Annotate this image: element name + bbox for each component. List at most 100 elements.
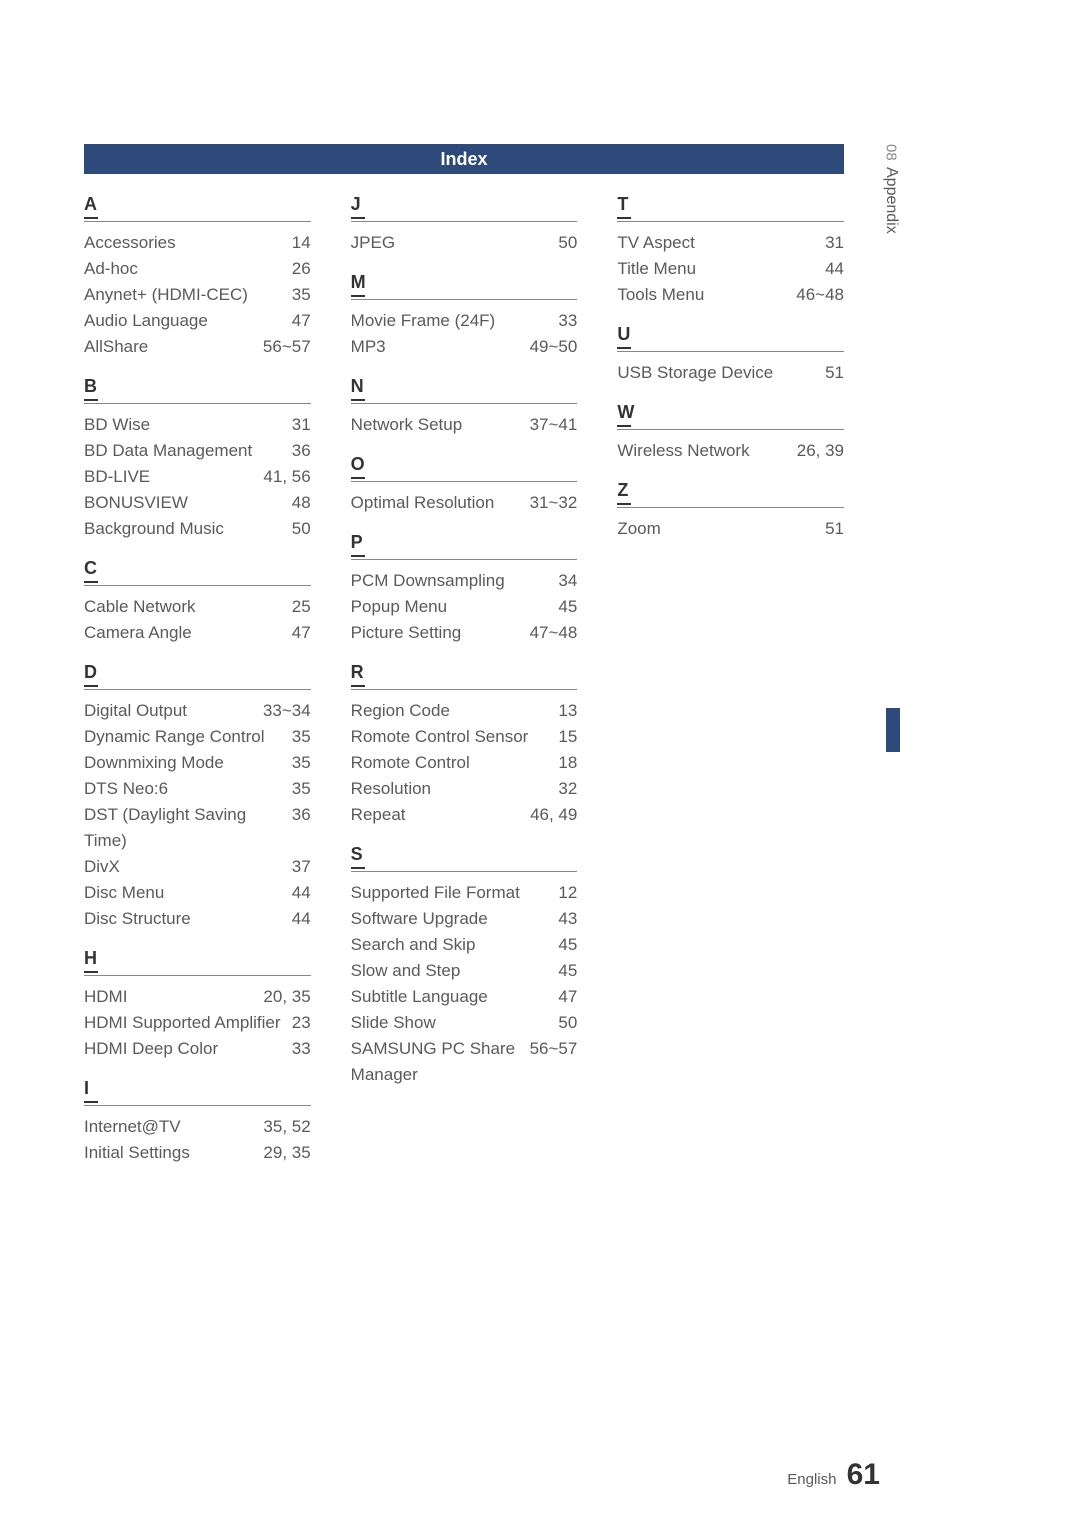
index-entry: Movie Frame (24F)33	[351, 308, 578, 334]
index-entry-pages: 50	[558, 230, 577, 256]
index-entry-label: JPEG	[351, 230, 559, 256]
index-entry-label: Digital Output	[84, 698, 263, 724]
index-entry-pages: 35	[292, 724, 311, 750]
index-entry-pages: 46~48	[796, 282, 844, 308]
index-entry-label: Title Menu	[617, 256, 825, 282]
index-entry: PCM Downsampling34	[351, 568, 578, 594]
index-entry-pages: 33	[292, 1036, 311, 1062]
index-entry: DivX37	[84, 854, 311, 880]
index-section-letter: A	[84, 194, 311, 215]
index-entry: Zoom51	[617, 516, 844, 542]
index-section-letter: W	[617, 402, 844, 423]
index-entry-pages: 34	[558, 568, 577, 594]
index-entry-pages: 56~57	[530, 1036, 578, 1088]
index-entry: Title Menu44	[617, 256, 844, 282]
index-entry: Slow and Step45	[351, 958, 578, 984]
section-full-rule	[84, 221, 311, 222]
index-entry-label: Anynet+ (HDMI-CEC)	[84, 282, 292, 308]
index-entry-label: Network Setup	[351, 412, 530, 438]
index-entry-label: Camera Angle	[84, 620, 292, 646]
index-entry-label: BD Data Management	[84, 438, 292, 464]
index-entry-pages: 51	[825, 516, 844, 542]
index-entry-label: Resolution	[351, 776, 559, 802]
index-entry-label: USB Storage Device	[617, 360, 825, 386]
index-entry-label: Popup Menu	[351, 594, 559, 620]
index-entry-label: Movie Frame (24F)	[351, 308, 559, 334]
section-short-rule	[84, 971, 98, 973]
section-full-rule	[617, 429, 844, 430]
index-entry: Downmixing Mode35	[84, 750, 311, 776]
index-entry-pages: 35	[292, 776, 311, 802]
index-entry-label: Picture Setting	[351, 620, 530, 646]
index-entry-pages: 25	[292, 594, 311, 620]
index-entry: HDMI Supported Amplifier23	[84, 1010, 311, 1036]
index-entry-label: BD Wise	[84, 412, 292, 438]
index-section-letter: O	[351, 454, 578, 475]
index-entry-label: Initial Settings	[84, 1140, 263, 1166]
index-entry: Camera Angle47	[84, 620, 311, 646]
index-entry-pages: 43	[558, 906, 577, 932]
index-entry: Network Setup37~41	[351, 412, 578, 438]
index-entry-pages: 31	[825, 230, 844, 256]
index-entry-pages: 33	[558, 308, 577, 334]
index-entry: USB Storage Device51	[617, 360, 844, 386]
index-entry: Search and Skip45	[351, 932, 578, 958]
index-entry: Anynet+ (HDMI-CEC)35	[84, 282, 311, 308]
section-short-rule	[351, 217, 365, 219]
right-edge-marker	[886, 708, 900, 752]
index-entry-pages: 23	[292, 1010, 311, 1036]
side-tab-number: 08	[883, 144, 900, 161]
index-entry-label: HDMI Supported Amplifier	[84, 1010, 292, 1036]
index-entry-label: HDMI Deep Color	[84, 1036, 292, 1062]
index-entry-pages: 50	[292, 516, 311, 542]
index-entry-pages: 46, 49	[530, 802, 577, 828]
section-short-rule	[351, 685, 365, 687]
index-entry-label: Romote Control Sensor	[351, 724, 559, 750]
section-short-rule	[84, 581, 98, 583]
index-header: Index	[84, 144, 844, 174]
section-full-rule	[351, 299, 578, 300]
index-column: AAccessories14Ad-hoc26Anynet+ (HDMI-CEC)…	[84, 188, 311, 1166]
section-short-rule	[84, 1101, 98, 1103]
index-title: Index	[440, 149, 487, 170]
section-short-rule	[617, 217, 631, 219]
index-entry-label: BD-LIVE	[84, 464, 263, 490]
index-entry-pages: 44	[825, 256, 844, 282]
section-full-rule	[84, 1105, 311, 1106]
index-entry-pages: 47	[292, 308, 311, 334]
section-full-rule	[351, 481, 578, 482]
index-entry: Region Code13	[351, 698, 578, 724]
index-entry-label: Repeat	[351, 802, 530, 828]
side-tab-label: Appendix	[882, 167, 900, 234]
index-entry-label: PCM Downsampling	[351, 568, 559, 594]
index-column: TTV Aspect31Title Menu44Tools Menu46~48U…	[617, 188, 844, 1166]
section-short-rule	[84, 217, 98, 219]
index-entry-label: Tools Menu	[617, 282, 796, 308]
index-section-letter: U	[617, 324, 844, 345]
index-entry-pages: 49~50	[530, 334, 578, 360]
index-section-letter: N	[351, 376, 578, 397]
index-entry-pages: 15	[558, 724, 577, 750]
index-entry: Accessories14	[84, 230, 311, 256]
section-short-rule	[617, 347, 631, 349]
index-entry: BD-LIVE41, 56	[84, 464, 311, 490]
section-short-rule	[351, 399, 365, 401]
section-short-rule	[351, 295, 365, 297]
index-entry: Tools Menu46~48	[617, 282, 844, 308]
index-entry-pages: 47	[558, 984, 577, 1010]
appendix-side-tab: 08 Appendix	[882, 144, 900, 233]
index-section-letter: R	[351, 662, 578, 683]
index-entry-pages: 45	[558, 958, 577, 984]
section-short-rule	[351, 477, 365, 479]
index-entry-label: Slow and Step	[351, 958, 559, 984]
index-entry-label: Internet@TV	[84, 1114, 263, 1140]
section-full-rule	[617, 507, 844, 508]
index-entry: Popup Menu45	[351, 594, 578, 620]
section-full-rule	[351, 871, 578, 872]
index-entry: Wireless Network26, 39	[617, 438, 844, 464]
index-entry: Resolution32	[351, 776, 578, 802]
footer-language: English	[787, 1471, 836, 1488]
index-entry-label: Disc Menu	[84, 880, 292, 906]
section-full-rule	[351, 221, 578, 222]
index-entry-pages: 47	[292, 620, 311, 646]
